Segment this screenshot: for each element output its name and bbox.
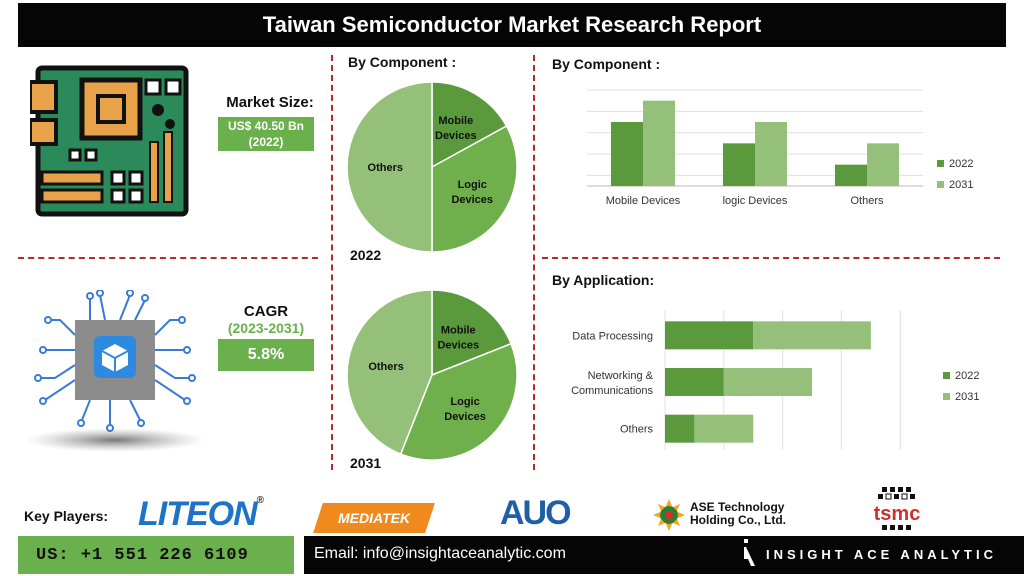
footer-email: Email: info@insightaceanalytic.com xyxy=(314,545,566,562)
mediatek-logo: MEDIATEK xyxy=(313,503,435,533)
category-label: Data Processing xyxy=(572,330,653,342)
tsmc-logo-text: tsmc xyxy=(874,503,921,525)
divider-left xyxy=(331,55,333,470)
report-title: Taiwan Semiconductor Market Research Rep… xyxy=(262,12,762,37)
divider-h-left xyxy=(18,257,318,259)
mediatek-logo-text: MEDIATEK xyxy=(337,510,411,526)
legend-swatch-2022 xyxy=(937,160,944,167)
pie-slice-logic-devices xyxy=(399,342,518,461)
legend-swatch-2022 xyxy=(943,372,950,379)
ase-logo-line1: ASE Technology xyxy=(690,500,785,514)
component-bar-chart: Mobile Devices logic Devices Others 2022 203… xyxy=(587,89,973,207)
pie-chart-2022: Mobile Devices Logic Devices Others xyxy=(346,81,518,253)
pie-label-mobile-devices: Mobile Devices xyxy=(437,324,479,351)
hbar-2022-networking-communications xyxy=(665,368,724,396)
liteon-logo: LITEON® xyxy=(138,495,264,534)
market-size-box: US$ 40.50 Bn (2022) xyxy=(218,117,314,151)
cagr-period: (2023-2031) xyxy=(227,320,305,336)
insight-ace-logo-icon xyxy=(744,539,755,566)
liteon-logo-text: LITEON xyxy=(138,495,258,533)
bar-2031-mobile-devices xyxy=(643,100,675,186)
application-bar-title: By Application: xyxy=(552,272,655,288)
pie-label-logic-devices: Logic Devices xyxy=(451,179,493,206)
pie-slice-mobile-devices xyxy=(431,81,508,169)
legend-label-2031: 2031 xyxy=(949,179,973,191)
market-size-label: Market Size: xyxy=(226,94,314,111)
cagr-value: 5.8% xyxy=(218,339,314,371)
pie-chart-2031: Mobile Devices Logic Devices Others xyxy=(346,289,518,461)
category-label: logic Devices xyxy=(723,195,788,207)
key-players-label: Key Players: xyxy=(24,508,109,524)
category-label: Others xyxy=(850,195,884,207)
hbar-2031-others xyxy=(694,414,754,443)
bar-2022-others xyxy=(835,164,867,186)
pie-label-others: Others xyxy=(368,361,403,373)
component-bar-title: By Component : xyxy=(552,56,661,72)
circuit-board-icon xyxy=(30,65,189,217)
legend-label-2022: 2022 xyxy=(949,158,973,170)
bar-2022-mobile-devices xyxy=(611,122,643,186)
pie-label-logic-devices: Logic Devices xyxy=(444,396,486,423)
footer-brand: INSIGHT ACE ANALYTIC xyxy=(766,547,997,562)
bar-2031-logic-devices xyxy=(755,122,787,186)
pie-slice-mobile-devices xyxy=(431,289,513,377)
market-size-year: (2022) xyxy=(248,135,284,149)
hbar-2022-data-processing xyxy=(665,321,754,350)
hbar-2031-networking-communications xyxy=(723,368,813,396)
bar-2031-others xyxy=(867,143,899,186)
bar-2022-logic-devices xyxy=(723,143,755,186)
hbar-2022-others xyxy=(665,414,695,443)
auo-logo: AUO xyxy=(500,494,572,532)
pie-year-2031: 2031 xyxy=(350,455,382,471)
pie-year-2022: 2022 xyxy=(350,247,382,263)
category-label: Others xyxy=(620,424,654,436)
pie-section-title: By Component : xyxy=(348,54,457,70)
legend-label-2022: 2022 xyxy=(955,370,979,382)
legend-swatch-2031 xyxy=(943,393,950,400)
footer-phone: US: +1 551 226 6109 xyxy=(18,536,294,574)
tsmc-logo: tsmc xyxy=(874,487,921,530)
application-bar-chart: Data Processing Networking & Communication… xyxy=(571,310,979,450)
divider-right xyxy=(533,55,535,470)
market-size-value: US$ 40.50 Bn xyxy=(227,119,305,133)
pie-label-others: Others xyxy=(368,162,403,174)
divider-h-right xyxy=(542,257,1000,259)
ase-logo-text: ASE Technology Holding Co., Ltd. xyxy=(690,501,786,527)
pie-label-mobile-devices: Mobile Devices xyxy=(435,115,477,142)
hbar-2031-data-processing xyxy=(753,321,871,350)
cagr-label: CAGR xyxy=(243,303,289,320)
footer-contact-bar: Email: info@insightaceanalytic.com INSIG… xyxy=(304,536,1024,574)
chip-network-icon xyxy=(25,290,205,452)
ase-logo-icon xyxy=(653,499,685,531)
footer-phone-text: US: +1 551 226 6109 xyxy=(36,545,249,565)
ase-logo-line2: Holding Co., Ltd. xyxy=(690,513,786,527)
pie-slice-logic-devices xyxy=(431,125,518,253)
report-title-bar: Taiwan Semiconductor Market Research Rep… xyxy=(18,3,1006,47)
legend-label-2031: 2031 xyxy=(955,391,979,403)
legend-swatch-2031 xyxy=(937,181,944,188)
liteon-registered-mark: ® xyxy=(256,495,264,506)
pie-slice-others xyxy=(346,81,433,253)
category-label: Mobile Devices xyxy=(606,195,681,207)
pie-slice-others xyxy=(346,289,433,456)
category-label: Networking & Communications xyxy=(571,370,654,397)
